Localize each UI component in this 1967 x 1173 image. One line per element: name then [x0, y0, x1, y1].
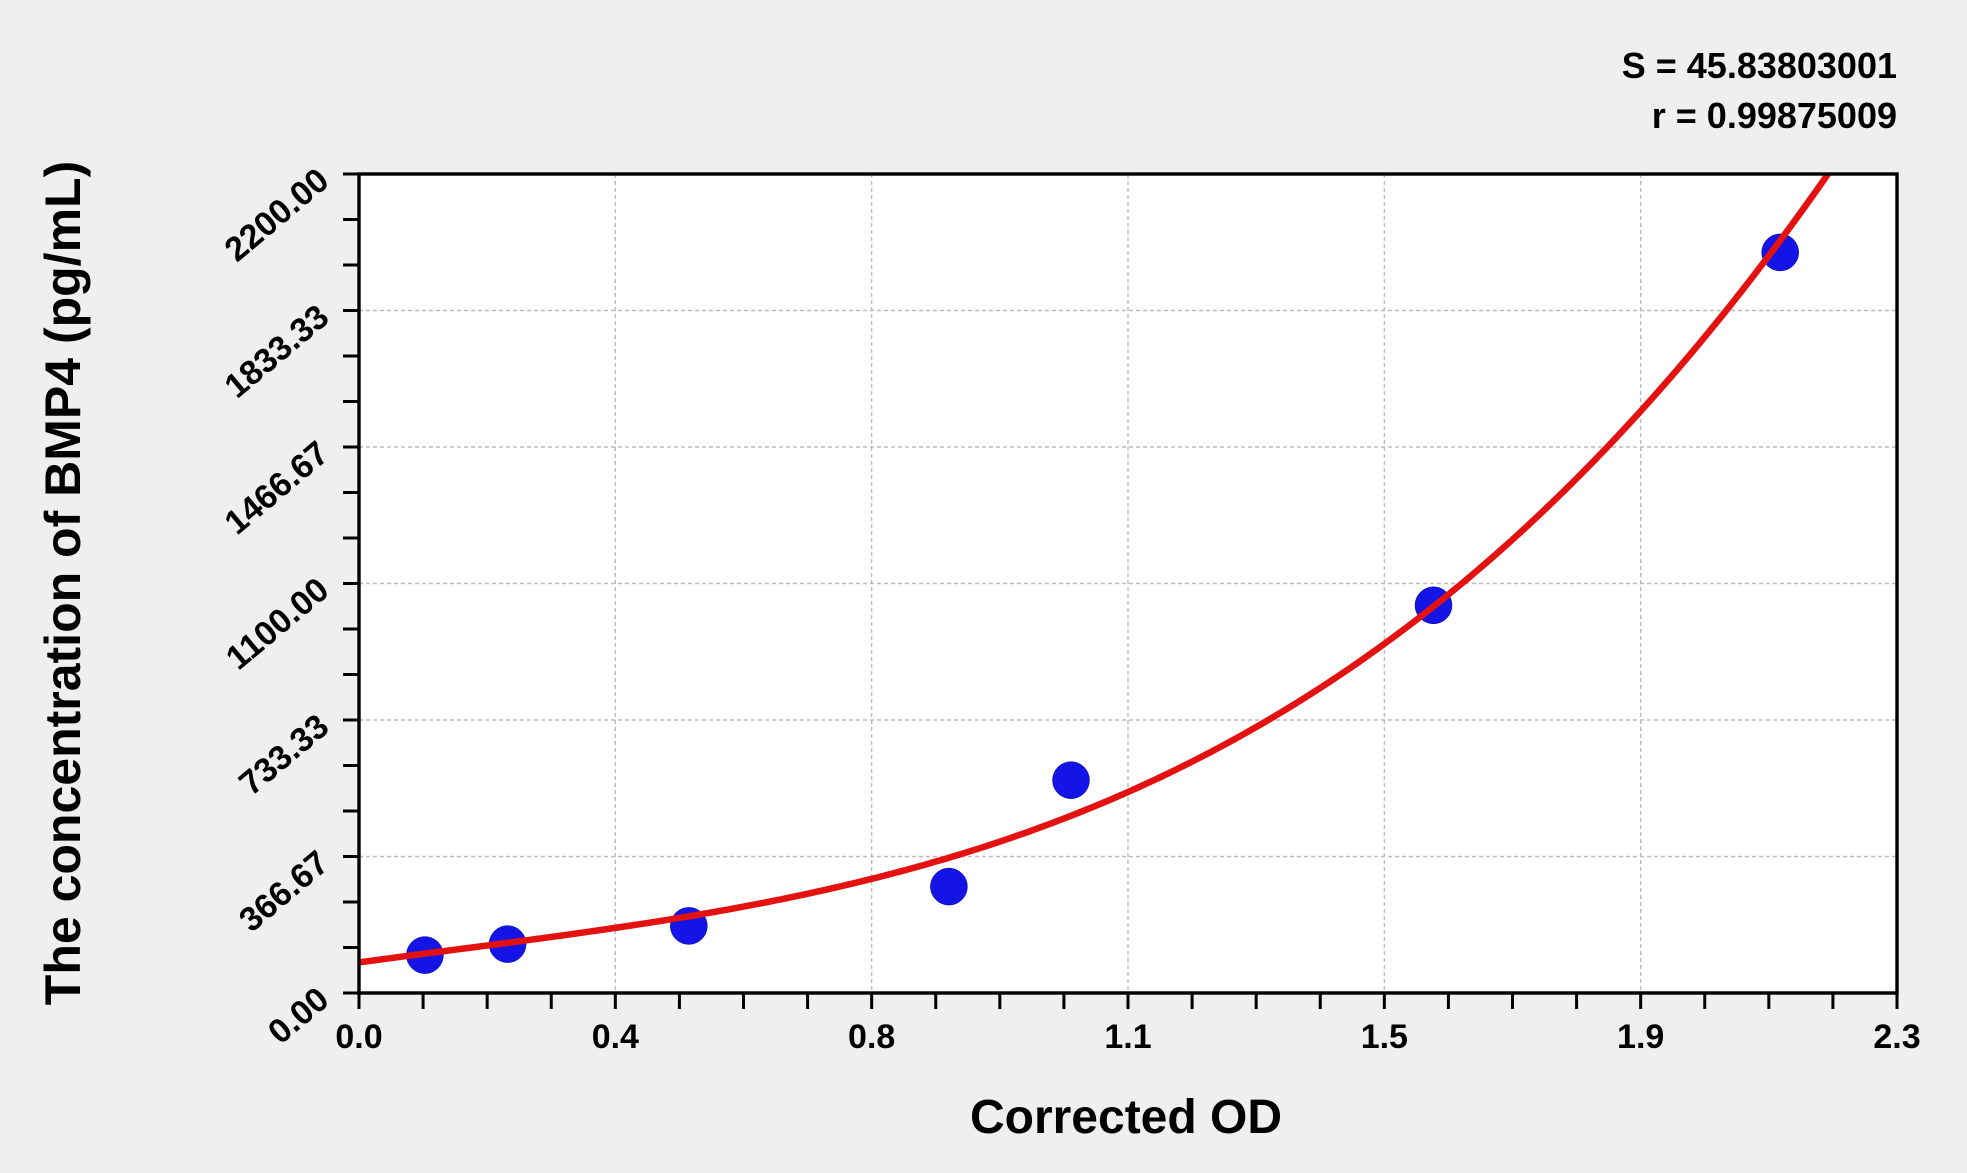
- svg-text:1.9: 1.9: [1617, 1018, 1664, 1056]
- svg-text:1.5: 1.5: [1361, 1018, 1408, 1056]
- svg-text:Corrected OD: Corrected OD: [970, 1091, 1282, 1144]
- svg-text:The concentration of BMP4 (pg/: The concentration of BMP4 (pg/mL): [35, 161, 91, 1005]
- svg-text:0.4: 0.4: [592, 1018, 639, 1056]
- svg-text:S = 45.83803001: S = 45.83803001: [1622, 45, 1897, 86]
- svg-text:1.1: 1.1: [1104, 1018, 1151, 1056]
- svg-text:r = 0.99875009: r = 0.99875009: [1652, 95, 1897, 136]
- svg-text:0.8: 0.8: [848, 1018, 895, 1056]
- svg-text:2.3: 2.3: [1873, 1018, 1920, 1056]
- svg-text:0.0: 0.0: [335, 1018, 382, 1056]
